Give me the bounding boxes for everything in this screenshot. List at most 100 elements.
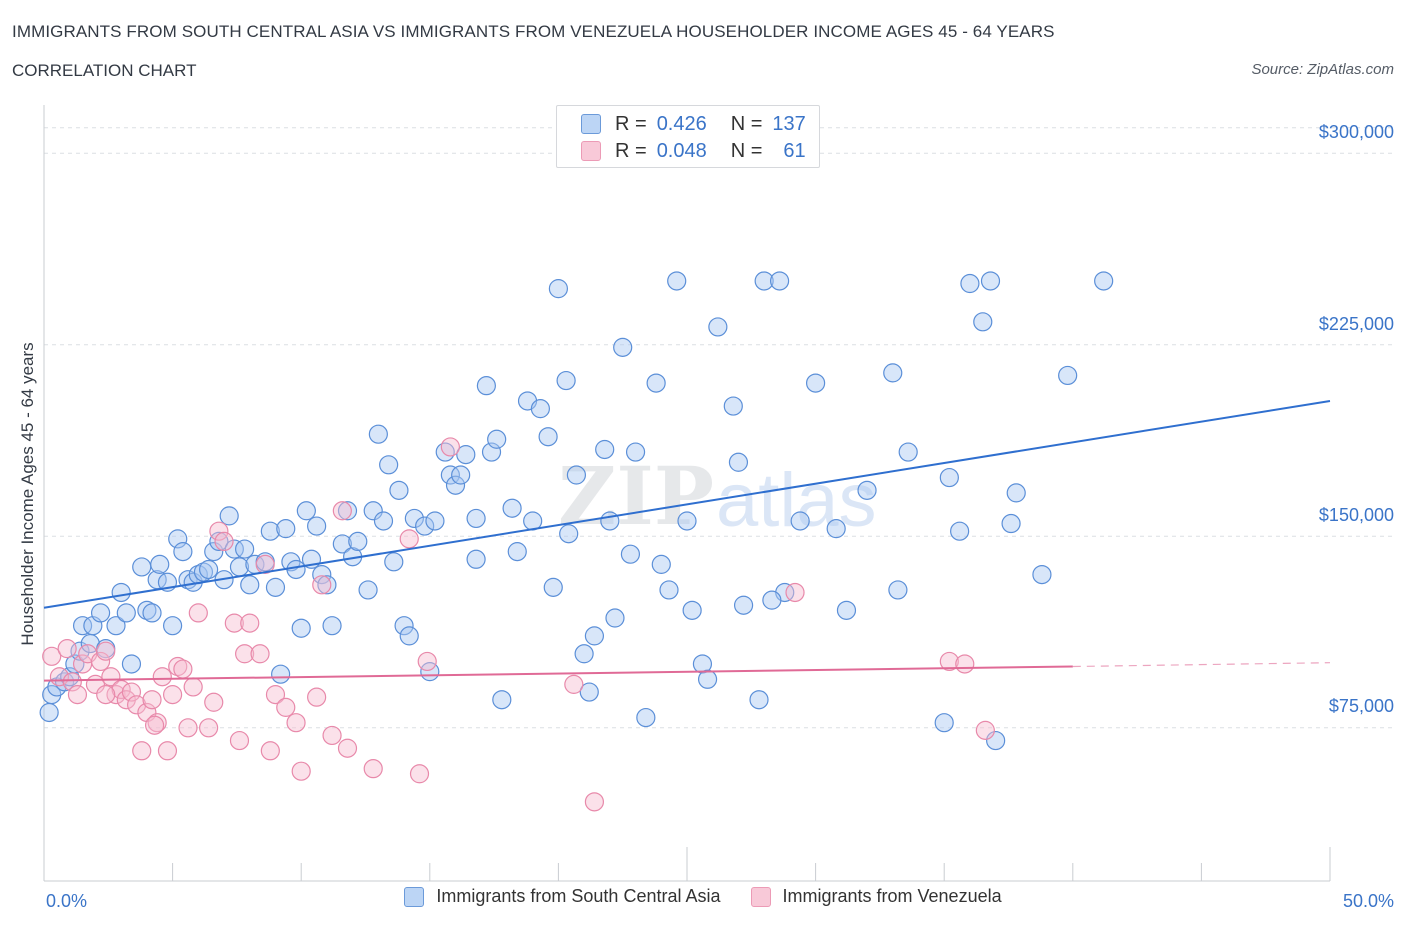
legend-swatch-pink [750,886,771,907]
data-point-south-central-asia [677,511,697,531]
data-point-south-central-asia [265,577,286,597]
data-point-south-central-asia [1032,564,1052,585]
data-point-venezuela [255,554,275,574]
data-point-south-central-asia [646,373,666,393]
data-point-south-central-asia [445,475,466,495]
legend-swatch-pink [581,141,601,161]
data-point-south-central-asia [708,317,728,337]
data-point-south-central-asia [348,531,368,552]
trend-lines [43,399,1331,682]
data-point-south-central-asia [163,616,183,636]
data-point-venezuela [265,685,286,705]
data-point-venezuela [955,654,975,674]
data-point-south-central-asia [368,424,388,444]
data-point-south-central-asia [605,608,625,628]
data-point-venezuela [235,644,255,664]
data-point-south-central-asia [379,455,399,475]
data-point-south-central-asia [1006,483,1026,503]
data-point-south-central-asia [667,271,687,291]
data-point-south-central-asia [150,554,170,574]
data-point-venezuela [42,646,62,666]
data-point-south-central-asia [566,465,587,485]
series-south-central-asia-points [39,271,1114,751]
data-point-south-central-asia [651,554,671,574]
data-point-venezuela [409,764,430,784]
data-point-south-central-asia [307,516,327,536]
data-point-south-central-asia [415,516,435,536]
data-point-south-central-asia [286,559,306,580]
r-value-blue: 0.426 [656,112,707,135]
data-point-south-central-asia [762,590,782,610]
data-point-venezuela [332,501,352,521]
data-point-venezuela [157,741,178,761]
data-point-south-central-asia [733,595,754,615]
stats-legend-row-blue: R = 0.426 N = 137 [581,111,806,137]
n-label: N = [730,112,763,135]
data-point-south-central-asia [769,271,790,291]
data-point-south-central-asia [805,373,826,393]
data-point-south-central-asia [986,730,1006,751]
data-point-venezuela [121,682,142,702]
data-point-venezuela [126,695,147,715]
x-tick-label-max: 50.0% [1342,891,1394,911]
data-point-south-central-asia [692,654,713,674]
data-point-south-central-asia [296,501,316,521]
data-point-south-central-asia [826,519,846,539]
data-point-south-central-asia [1058,365,1078,386]
chart-title: IMMIGRANTS FROM SOUTH CENTRAL ASIA VS IM… [12,22,1055,41]
data-point-south-central-asia [260,521,280,541]
data-point-south-central-asia [543,577,563,597]
data-point-south-central-asia [502,498,522,518]
data-point-venezuela [188,603,208,623]
data-point-south-central-asia [116,603,136,623]
trend-line-venezuela-extrapolated [1072,662,1331,668]
r-label: R = [615,139,647,162]
data-point-south-central-asia [291,618,311,638]
data-point-south-central-asia [440,465,460,485]
data-point-south-central-asia [224,539,244,559]
data-point-south-central-asia [697,669,718,689]
data-point-venezuela [142,690,162,710]
data-point-south-central-asia [749,690,769,710]
data-point-south-central-asia [548,279,569,299]
data-point-south-central-asia [466,549,486,569]
data-point-venezuela [363,759,383,779]
data-point-south-central-asia [620,544,641,564]
x-tick-label-min: 0.0% [46,891,88,911]
data-point-south-central-asia [836,600,857,620]
data-point-south-central-asia [960,273,980,294]
data-point-south-central-asia [399,626,419,646]
bottom-legend: Immigrants from South Central Asia Immig… [0,886,1406,907]
data-point-south-central-asia [613,337,633,357]
data-point-south-central-asia [322,616,342,636]
data-point-venezuela [147,713,167,733]
data-point-south-central-asia [934,713,954,733]
n-value-pink: 61 [783,139,806,162]
data-point-south-central-asia [235,539,255,559]
data-point-south-central-asia [973,312,993,332]
n-label: N = [730,139,763,162]
data-point-venezuela [96,641,116,661]
data-point-south-central-asia [888,580,908,600]
data-point-south-central-asia [168,529,188,549]
data-point-venezuela [163,685,183,705]
legend-item-venezuela[interactable]: Immigrants from Venezuela [750,886,1002,907]
legend-swatch-blue [581,114,601,134]
data-point-south-central-asia [389,480,409,500]
data-point-south-central-asia [883,363,903,383]
data-point-south-central-asia [384,552,404,572]
data-point-south-central-asia [754,271,774,291]
legend-item-south-central-asia[interactable]: Immigrants from South Central Asia [404,886,721,907]
data-point-south-central-asia [451,465,471,485]
data-point-south-central-asia [574,644,594,664]
data-point-south-central-asia [625,442,646,462]
data-point-south-central-asia [317,575,337,595]
data-point-south-central-asia [980,271,1001,291]
data-point-south-central-asia [595,439,615,460]
data-point-south-central-asia [209,531,229,552]
data-point-south-central-asia [204,542,224,562]
trend-line-south-central-asia [43,399,1331,609]
data-point-venezuela [417,651,437,672]
data-point-south-central-asia [790,511,810,531]
data-point-south-central-asia [54,672,75,692]
